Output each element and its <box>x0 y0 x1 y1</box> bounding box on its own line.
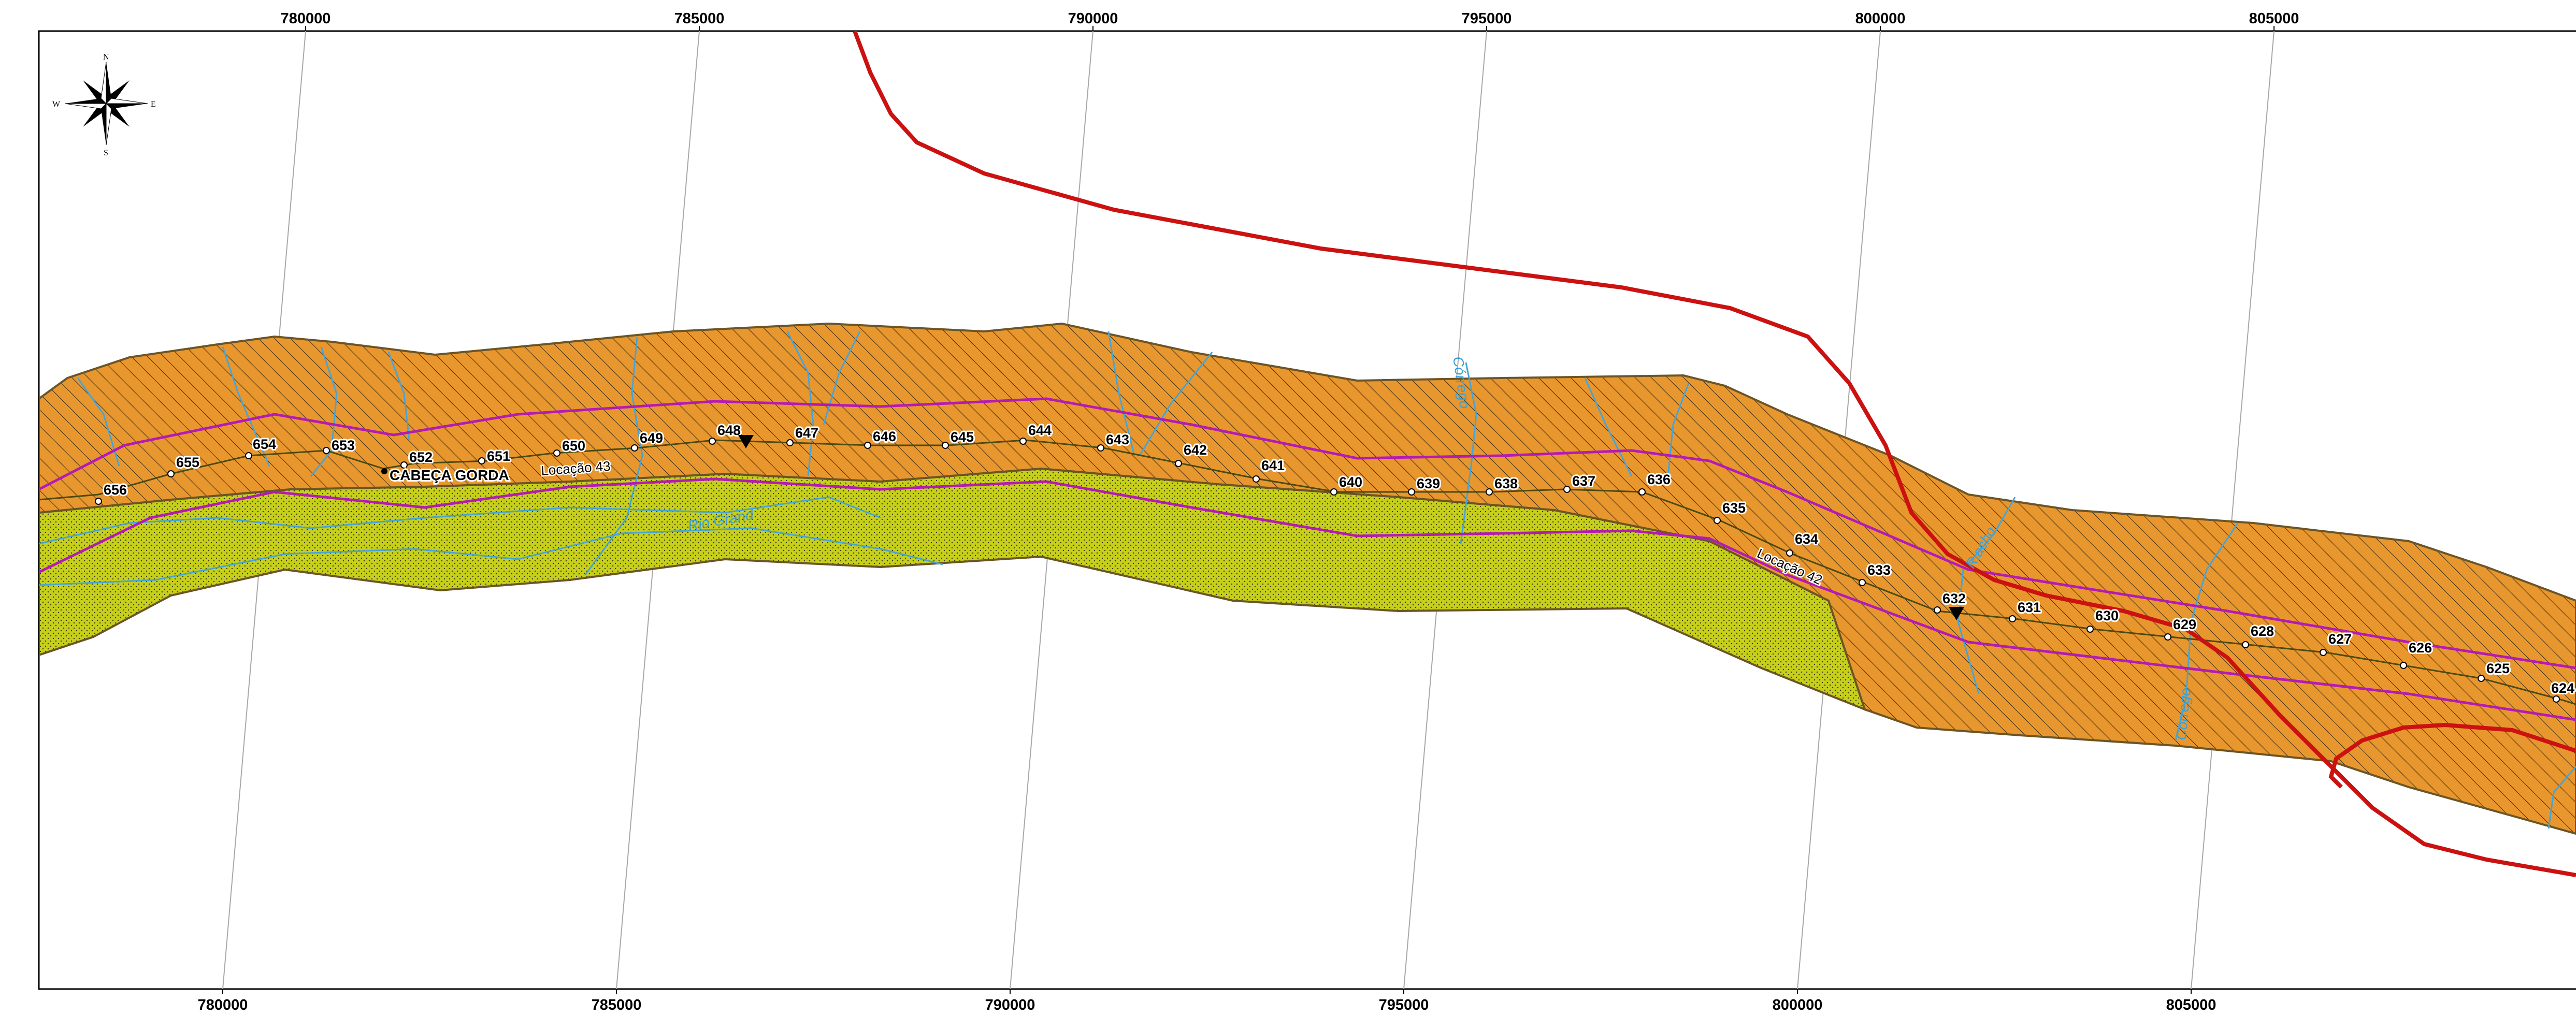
bottom-tick-label: 795000 <box>1379 997 1429 1013</box>
station-point <box>709 438 716 445</box>
station-label: 647 <box>795 425 818 441</box>
station-point <box>323 447 330 454</box>
station-label: 642 <box>1184 442 1207 458</box>
station-label: 636 <box>1647 472 1671 487</box>
top-tick-label: 790000 <box>1068 10 1118 27</box>
station-label: 646 <box>873 429 896 444</box>
station-label: 630 <box>2095 608 2119 623</box>
station-point <box>1714 517 1721 524</box>
water-courses <box>39 331 2576 829</box>
bottom-tick-label: 800000 <box>1773 997 1823 1013</box>
station-point <box>95 498 102 505</box>
triangle-marker-icon <box>738 435 754 448</box>
station-label: 655 <box>176 455 199 470</box>
top-tick-label: 785000 <box>674 10 725 27</box>
station-point <box>1563 486 1571 493</box>
station-point <box>400 461 408 469</box>
station-label: 633 <box>1867 562 1891 578</box>
station-label: 649 <box>640 430 663 446</box>
station-label: 635 <box>1722 500 1746 516</box>
station-label: 628 <box>2251 623 2274 639</box>
station-point <box>2009 615 2016 622</box>
bottom-coordinate-ticks: 780000 785000 790000 795000 800000 80500… <box>198 989 2217 1013</box>
station-label: 632 <box>1942 591 1966 606</box>
station-label: 651 <box>487 448 510 464</box>
station-label: 641 <box>1261 458 1285 473</box>
bottom-tick-label: 790000 <box>985 997 1035 1013</box>
station-point <box>1019 438 1027 445</box>
station-point <box>1330 488 1337 496</box>
station-point <box>2164 633 2171 641</box>
top-tick-label: 795000 <box>1462 10 1512 27</box>
station-label: 644 <box>1028 423 1052 438</box>
station-label: 653 <box>332 438 355 453</box>
station-point <box>478 457 485 464</box>
station-point <box>942 442 949 449</box>
station-point <box>2400 662 2407 669</box>
orange-zone <box>39 322 2576 835</box>
compass-s: S <box>104 149 108 157</box>
station-label: 638 <box>1494 476 1518 491</box>
station-label: 640 <box>1339 474 1362 490</box>
station-point <box>2242 641 2249 648</box>
station-point <box>167 470 175 477</box>
top-tick-label: 780000 <box>281 10 331 27</box>
compass-n: N <box>103 53 109 62</box>
magenta-corridor <box>39 397 2576 721</box>
station-label: 656 <box>104 482 127 498</box>
station-point <box>1175 460 1182 467</box>
station-point <box>2086 626 2094 633</box>
station-label: 624 <box>2551 680 2574 696</box>
station-label: 652 <box>409 449 433 465</box>
station-point <box>786 439 794 446</box>
station-point <box>553 449 560 457</box>
station-label: 648 <box>717 423 741 438</box>
station-point <box>1638 488 1646 496</box>
station-label: 639 <box>1417 476 1440 491</box>
station-label: 629 <box>2173 617 2196 632</box>
place-point <box>381 468 387 474</box>
red-route-branch <box>2328 722 2576 789</box>
bottom-tick-label: 780000 <box>198 997 248 1013</box>
red-route <box>853 31 2576 877</box>
station-label: 645 <box>951 429 974 445</box>
station-point <box>245 452 252 459</box>
station-point <box>2478 675 2485 682</box>
station-point <box>631 444 638 452</box>
station-point <box>1934 606 1941 614</box>
station-label: 654 <box>253 437 276 452</box>
station-label: 631 <box>2018 600 2041 615</box>
stations: 656 655 654 653 652 651 650 649 648 647 … <box>95 421 2576 703</box>
compass-e: E <box>151 100 156 109</box>
bottom-tick-label: 785000 <box>592 997 642 1013</box>
compass-w: W <box>52 100 61 109</box>
top-tick-label: 800000 <box>1855 10 1906 27</box>
station-label: 626 <box>2409 640 2432 656</box>
station-point <box>1859 579 1866 586</box>
station-point <box>1253 475 1260 483</box>
top-tick-label: 805000 <box>2249 10 2299 27</box>
bottom-tick-label: 805000 <box>2166 997 2217 1013</box>
station-label: 643 <box>1106 432 1129 447</box>
station-point <box>1786 549 1793 557</box>
station-label: 625 <box>2486 661 2510 676</box>
station-point <box>864 442 871 449</box>
station-label: 627 <box>2328 631 2352 647</box>
station-label: 637 <box>1572 473 1595 489</box>
place-label: CABEÇA GORDA <box>390 467 509 483</box>
north-arrow-icon: N S E W <box>52 53 156 157</box>
top-coordinate-ticks: 780000 785000 790000 795000 800000 80500… <box>281 10 2299 31</box>
route-centerline <box>39 439 2576 705</box>
station-point <box>1486 488 1493 496</box>
station-label: 634 <box>1795 531 1818 547</box>
triangle-marker-icon <box>1949 607 1964 620</box>
station-label: 650 <box>562 438 585 454</box>
station-point <box>1097 444 1104 452</box>
station-point <box>2553 695 2560 703</box>
station-point <box>1408 488 1415 496</box>
station-point <box>2320 649 2327 656</box>
